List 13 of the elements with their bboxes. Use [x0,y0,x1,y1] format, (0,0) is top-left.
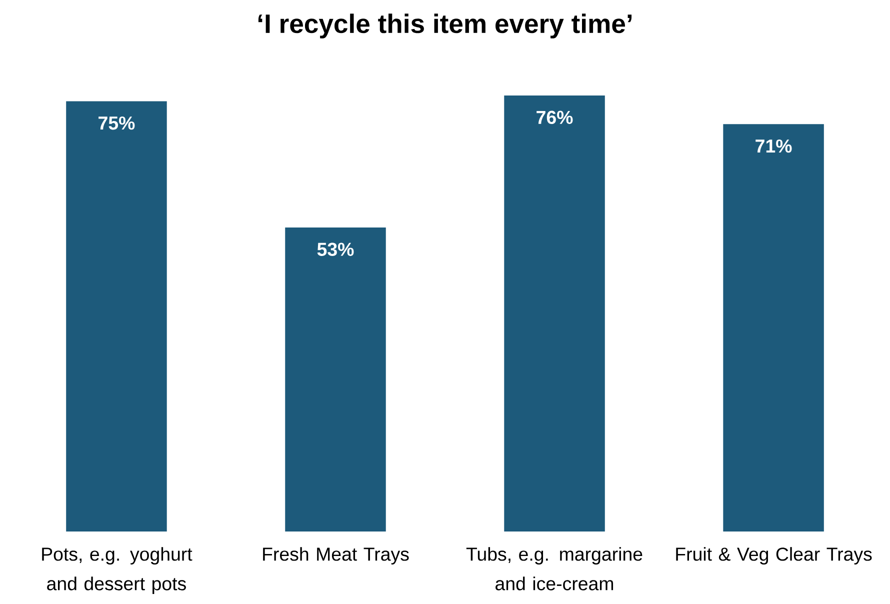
chart-title: ‘I recycle this item every time’ [258,13,632,38]
bar [66,101,167,532]
data-label: 76% [536,110,573,124]
bar [723,124,824,532]
x-tick-label: Fresh Meat Trays [263,546,409,564]
bar [285,227,386,532]
data-label: 75% [98,116,135,130]
data-label: 71% [756,139,792,152]
x-tick-label: Pots, e.g. yoghurt and dessert pots [42,546,192,594]
data-label: 53% [317,242,354,256]
x-tick-label: Tubs, e.g. margarine and ice-cream [466,546,642,590]
bar [504,95,605,532]
x-tick-label: Fruit & Veg Clear Trays [676,546,872,564]
